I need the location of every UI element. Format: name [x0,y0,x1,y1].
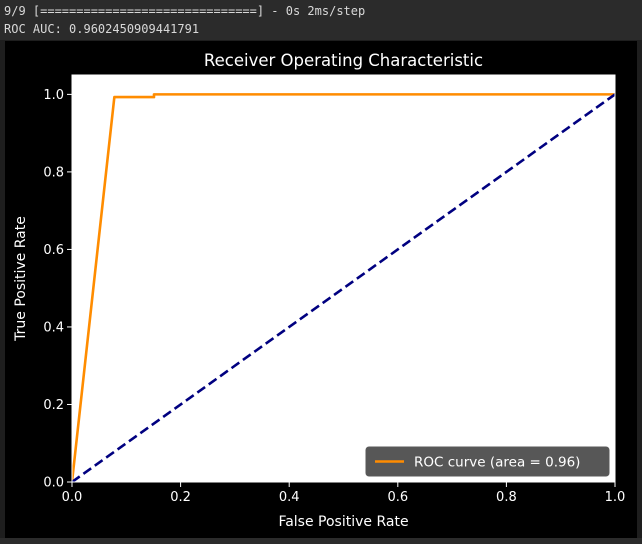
legend-label: ROC curve (area = 0.96) [414,455,580,471]
y-tick-label: 0.2 [43,398,64,413]
console-output: 9/9 [==============================] - 0… [0,0,642,40]
roc-chart: Receiver Operating Characteristic False … [5,41,637,538]
legend-box [365,446,610,477]
axes-border [71,74,616,483]
x-tick-label: 0.2 [170,490,191,505]
x-tick-label: 0.6 [387,490,408,505]
x-tick-label: 0.4 [279,490,300,505]
y-tick-label: 0.8 [43,165,64,180]
y-tick-label: 0.6 [43,243,64,258]
bottom-strip [0,538,642,544]
y-tick-label: 0.0 [43,476,64,491]
legend: ROC curve (area = 0.96) [365,446,610,477]
axis-ticks: 0.0 0.2 0.4 0.6 0.8 1.0 0.0 0.2 0.4 0.6 0.8 1.0 [43,88,625,505]
auc-line: ROC AUC: 0.9602450909441791 [4,22,200,36]
x-tick-label: 0.0 [62,490,83,505]
roc-curve-line [72,93,615,482]
roc-figure: Receiver Operating Characteristic False … [5,41,637,538]
progress-line: 9/9 [==============================] - 0… [4,4,366,18]
series-layer [72,93,615,482]
axes-frame [71,74,616,483]
y-axis-label: True Positive Rate [13,216,29,342]
y-tick-label: 0.4 [43,320,64,335]
x-axis-label: False Positive Rate [278,514,408,530]
x-tick-label: 1.0 [605,490,626,505]
chart-title: Receiver Operating Characteristic [204,51,483,70]
axes-background [72,75,615,482]
y-tick-label: 1.0 [43,88,64,103]
x-tick-label: 0.8 [496,490,517,505]
